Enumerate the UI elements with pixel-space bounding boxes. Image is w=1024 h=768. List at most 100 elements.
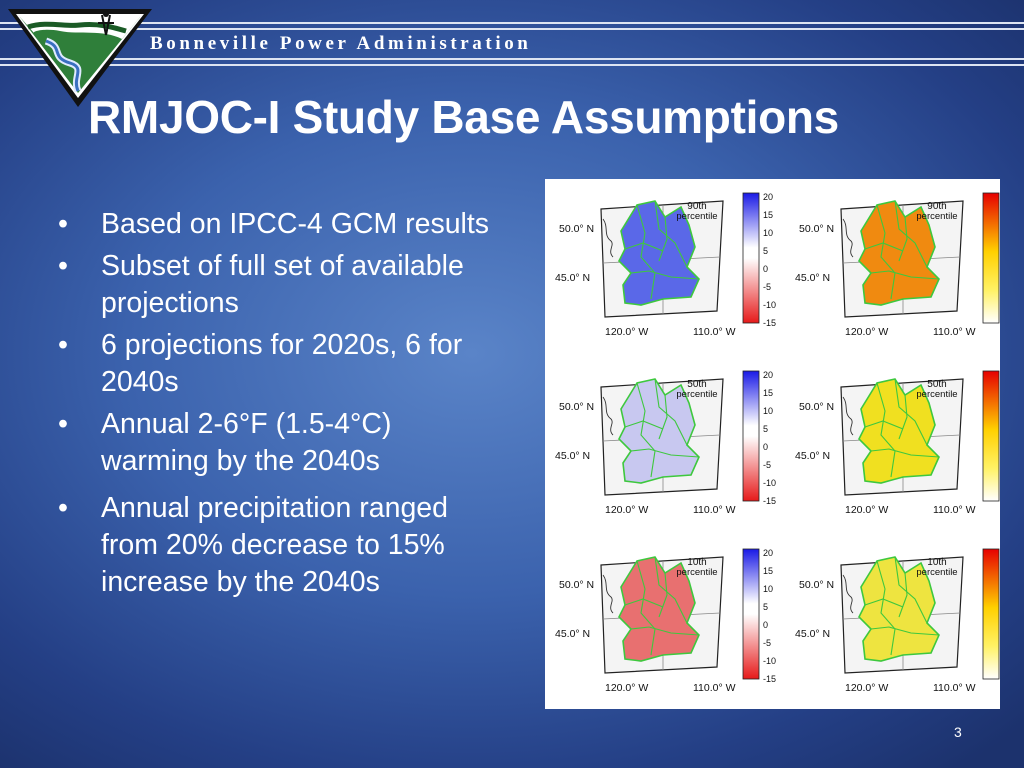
percentile-label: percentile xyxy=(916,567,957,578)
percentile-number: 50th xyxy=(687,379,706,390)
sub-basin-boundary xyxy=(630,448,700,458)
colorbar-tick: 15 xyxy=(763,210,773,220)
longitude-label: 110.0° W xyxy=(693,504,736,516)
bullet-text: Based on IPCC-4 GCM results xyxy=(101,208,490,240)
latitude-label: 50.0° N xyxy=(799,223,834,235)
coastline xyxy=(842,574,854,614)
longitude-label: 120.0° W xyxy=(605,326,648,338)
longitude-label: 120.0° W xyxy=(845,682,888,694)
bullet-dot: • xyxy=(58,492,68,524)
latitude-label: 45.0° N xyxy=(795,272,830,284)
bullet-dot: • xyxy=(58,208,68,240)
longitude-label: 110.0° W xyxy=(933,504,976,516)
bullet-dot: • xyxy=(58,408,68,440)
bullet-text: Subset of full set of available projecti… xyxy=(101,250,464,319)
columbia-basin xyxy=(618,556,700,662)
percentile-label: percentile xyxy=(916,389,957,400)
colorbar-tick: -10 xyxy=(763,656,776,666)
colorbar-tick: 5 xyxy=(763,602,768,612)
percentile-number: 10th xyxy=(927,557,946,568)
colorbar-tick: 0 xyxy=(763,264,768,274)
sub-basin-boundary xyxy=(636,204,656,300)
sub-basin-boundary xyxy=(624,420,664,430)
sub-basin-boundary xyxy=(870,448,940,458)
sub-basin-boundary xyxy=(898,572,908,618)
colorbar-tick: -15 xyxy=(763,318,776,328)
colorbar-tick: -15 xyxy=(763,674,776,684)
colorbar-tick: 5 xyxy=(763,424,768,434)
longitude-label: 110.0° W xyxy=(933,682,976,694)
temp-colorbar xyxy=(982,370,1000,502)
sub-basin-boundary xyxy=(876,204,896,300)
temp-colorbar xyxy=(982,548,1000,680)
sub-basin-boundary xyxy=(658,394,668,440)
latitude-label: 45.0° N xyxy=(555,628,590,640)
coastline xyxy=(842,396,854,436)
colorbar-tick: 10 xyxy=(763,406,773,416)
percentile-number: 90th xyxy=(927,201,946,212)
bullet-text: Annual precipitation ranged from 20% dec… xyxy=(101,492,448,598)
colorbar-tick: -5 xyxy=(763,638,771,648)
sub-basin-boundary xyxy=(630,270,700,280)
sub-basin-boundary xyxy=(898,394,908,440)
coastline xyxy=(602,574,614,614)
latitude-label: 45.0° N xyxy=(555,272,590,284)
basin-shape xyxy=(858,378,940,484)
basin-shape xyxy=(858,200,940,306)
latitude-label: 50.0° N xyxy=(559,401,594,413)
coastline xyxy=(602,396,614,436)
sub-basin-boundary xyxy=(624,242,664,252)
bullet-text: 6 projections for 2020s, 6 for 2040s xyxy=(101,329,463,398)
bpa-logo xyxy=(6,5,154,109)
longitude-label: 120.0° W xyxy=(845,326,888,338)
latitude-label: 50.0° N xyxy=(559,223,594,235)
percentile-number: 50th xyxy=(927,379,946,390)
basin-shape xyxy=(618,378,700,484)
bullet-item: • Annual precipitation ranged from 20% de… xyxy=(58,490,498,601)
sub-basin-boundary xyxy=(658,572,668,618)
bullet-item: • Annual 2-6°F (1.5-4°C) warming by the 2… xyxy=(58,406,498,480)
latitude-label: 50.0° N xyxy=(559,579,594,591)
colorbar-tick: 20 xyxy=(763,548,773,558)
colorbar-tick: 10 xyxy=(763,228,773,238)
colorbar-tick: 5 xyxy=(763,246,768,256)
climate-projection-maps: 90th percentile 50.0° N 45.0° N 120.0° W 110.… xyxy=(545,179,1000,709)
coastline xyxy=(602,218,614,258)
columbia-basin xyxy=(858,556,940,662)
sub-basin-boundary xyxy=(876,560,896,656)
slide-title: RMJOC-I Study Base Assumptions xyxy=(88,91,839,143)
temp-colorbar xyxy=(982,192,1000,324)
colorbar-tick: -10 xyxy=(763,478,776,488)
sub-basin-boundary xyxy=(870,270,940,280)
colorbar-tick: -5 xyxy=(763,282,771,292)
percentile-label: percentile xyxy=(676,389,717,400)
percentile-number: 10th xyxy=(687,557,706,568)
bullet-item: • 6 projections for 2020s, 6 for 2040s xyxy=(58,327,498,401)
latitude-label: 45.0° N xyxy=(795,450,830,462)
longitude-label: 110.0° W xyxy=(693,682,736,694)
coastline xyxy=(842,218,854,258)
latitude-label: 45.0° N xyxy=(795,628,830,640)
sub-basin-boundary xyxy=(636,382,656,478)
basin-shape xyxy=(618,556,700,662)
longitude-label: 110.0° W xyxy=(933,326,976,338)
colorbar-tick: 0 xyxy=(763,620,768,630)
colorbar-tick: 15 xyxy=(763,566,773,576)
percentile-label: percentile xyxy=(916,211,957,222)
basin-shape xyxy=(858,556,940,662)
latitude-label: 50.0° N xyxy=(799,401,834,413)
colorbar-tick: 20 xyxy=(763,192,773,202)
sub-basin-boundary xyxy=(864,420,904,430)
basin-shape xyxy=(618,200,700,306)
longitude-label: 120.0° W xyxy=(605,682,648,694)
colorbar-tick: 20 xyxy=(763,370,773,380)
longitude-label: 120.0° W xyxy=(845,504,888,516)
columbia-basin xyxy=(858,378,940,484)
percentile-label: percentile xyxy=(676,211,717,222)
precip-colorbar xyxy=(742,370,760,502)
